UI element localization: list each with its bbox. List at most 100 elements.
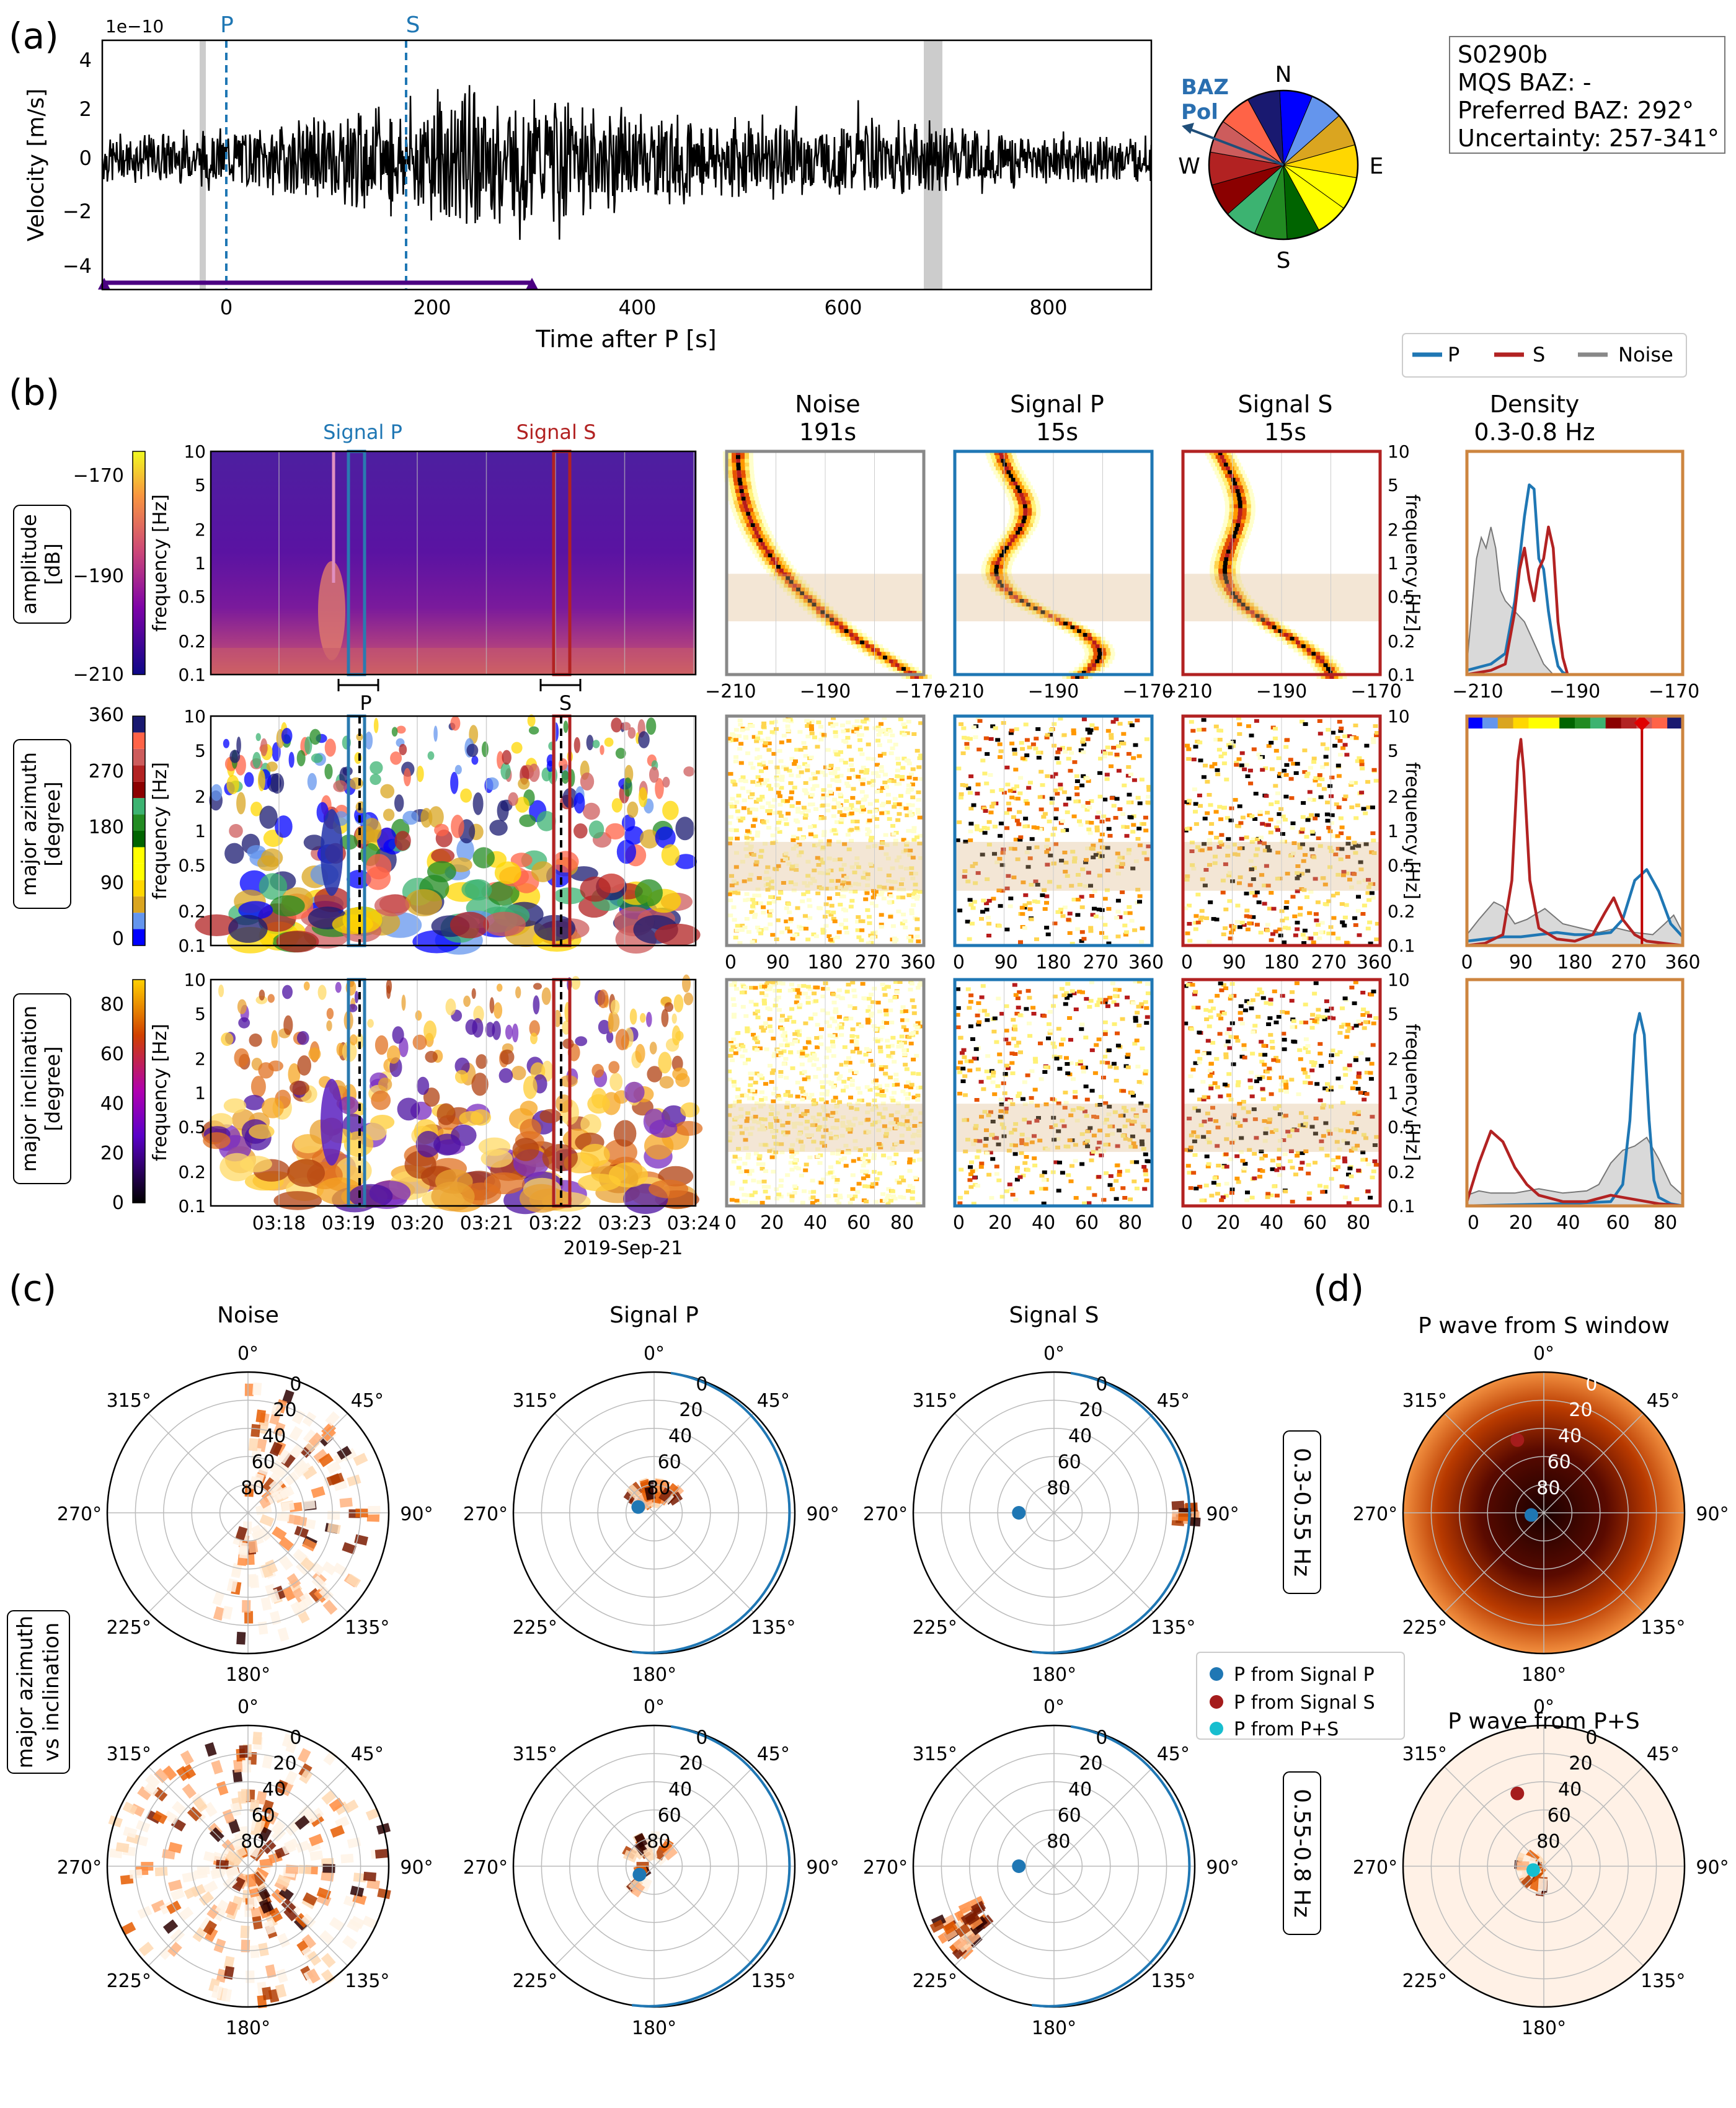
hist-cell	[831, 1175, 836, 1179]
hist-cell	[728, 1043, 733, 1047]
hist-cell	[745, 459, 750, 464]
hist-cell	[832, 797, 838, 802]
hist-cell	[838, 1158, 844, 1162]
hist-cell	[836, 988, 842, 993]
hist-cell	[727, 892, 732, 897]
spec-inc-blob	[512, 1023, 519, 1043]
hist-cell	[1135, 837, 1141, 841]
hist-cell	[978, 828, 984, 833]
hist-cell	[730, 1104, 736, 1108]
hist-cell	[1027, 515, 1032, 520]
hist-cell	[1220, 595, 1225, 600]
hist-cell	[1371, 768, 1377, 772]
hist-cell	[852, 807, 857, 812]
cbar-az-tick-90: 90	[100, 872, 124, 894]
hist-cell	[992, 852, 997, 856]
hist-cell	[828, 1136, 834, 1140]
hist-cell	[854, 1035, 860, 1039]
hist-cell	[1088, 675, 1093, 679]
hist-cell	[1244, 763, 1249, 767]
hist-cell	[1032, 493, 1037, 498]
hist-cell	[1370, 805, 1375, 810]
hist-cell	[727, 459, 732, 464]
hist-cell	[818, 1180, 824, 1185]
hist-cell	[901, 722, 906, 727]
hist-cell	[1371, 838, 1376, 843]
hist-cell	[797, 1005, 802, 1009]
hist-cell	[1325, 818, 1331, 823]
spec-az-blob	[427, 751, 435, 760]
hist-cell	[786, 560, 791, 565]
spec-az-blob	[450, 715, 461, 731]
hist-cell	[751, 481, 756, 486]
hist-cell	[774, 1142, 780, 1146]
hist-cell	[863, 1053, 869, 1057]
hist-cell	[759, 523, 764, 528]
hist-cell	[1218, 477, 1223, 482]
hist-cell	[1358, 860, 1363, 864]
hist-cell	[838, 618, 843, 622]
hist-cell	[837, 805, 843, 808]
hist-cell	[781, 1034, 786, 1038]
hist-cell	[981, 806, 987, 810]
hist-cell	[807, 606, 812, 611]
hist-cell	[786, 862, 792, 866]
hist-cell	[1331, 834, 1337, 838]
hist-cell	[788, 1161, 794, 1165]
hist-cell	[1045, 610, 1050, 615]
hist-cell	[1222, 489, 1227, 494]
hist-cell	[826, 934, 832, 938]
hist-cell	[805, 808, 811, 813]
hist-xtick: 0	[1181, 952, 1193, 973]
hist-cell	[809, 1133, 814, 1138]
hist-cell	[959, 722, 963, 726]
hist-cell	[739, 1187, 745, 1191]
hist-cell	[1074, 637, 1079, 641]
hist-cell	[880, 1025, 885, 1029]
hist-cell	[1234, 538, 1239, 543]
hist-cell	[730, 797, 735, 801]
hist-cell	[1234, 474, 1238, 479]
row-label-amplitude: amplitude [dB]	[13, 505, 71, 624]
hist-cell	[962, 735, 967, 740]
hist-cell	[848, 1201, 853, 1205]
time-tick-0322: 03:22	[529, 1213, 582, 1234]
hist-cell	[1040, 610, 1045, 615]
hist-cell	[1199, 915, 1205, 919]
hist-cell	[1000, 888, 1006, 893]
hist-cell	[981, 826, 987, 830]
spec-az-blob	[586, 735, 594, 751]
hist-cell	[1144, 737, 1149, 742]
hist-cell	[1291, 640, 1296, 645]
hist-cell	[829, 903, 835, 908]
hist-cell	[856, 774, 861, 779]
hist-cell	[885, 856, 891, 861]
hist-cell	[1208, 900, 1213, 905]
hist-cell	[1068, 769, 1073, 773]
hist-cell	[900, 1009, 905, 1014]
hist-cell	[788, 796, 794, 800]
hist-cell	[886, 1127, 892, 1132]
hist-cell	[884, 1021, 889, 1025]
hist-cell	[819, 1141, 825, 1145]
hist-cell	[1236, 569, 1240, 574]
spec-az-blob	[403, 768, 411, 787]
hist-cell	[768, 1063, 773, 1068]
hist-cell	[764, 1047, 769, 1052]
hist-cell	[870, 783, 875, 787]
hist-cell	[1241, 606, 1246, 611]
hist-cell	[1092, 663, 1097, 668]
hist-cell	[1228, 587, 1233, 592]
hist-cell	[1330, 931, 1335, 936]
hist-cell	[761, 763, 766, 767]
hist-cell	[742, 1061, 748, 1066]
hist-cell	[1066, 756, 1071, 761]
hist-cell	[800, 899, 805, 903]
hist-cell	[859, 637, 864, 641]
hist-cell	[732, 1154, 738, 1159]
hist-cell	[1133, 859, 1139, 864]
hist-cell	[841, 874, 847, 878]
hist-cell	[1032, 899, 1037, 903]
hist-cell	[1133, 743, 1138, 747]
spec-az-blob	[646, 717, 657, 735]
